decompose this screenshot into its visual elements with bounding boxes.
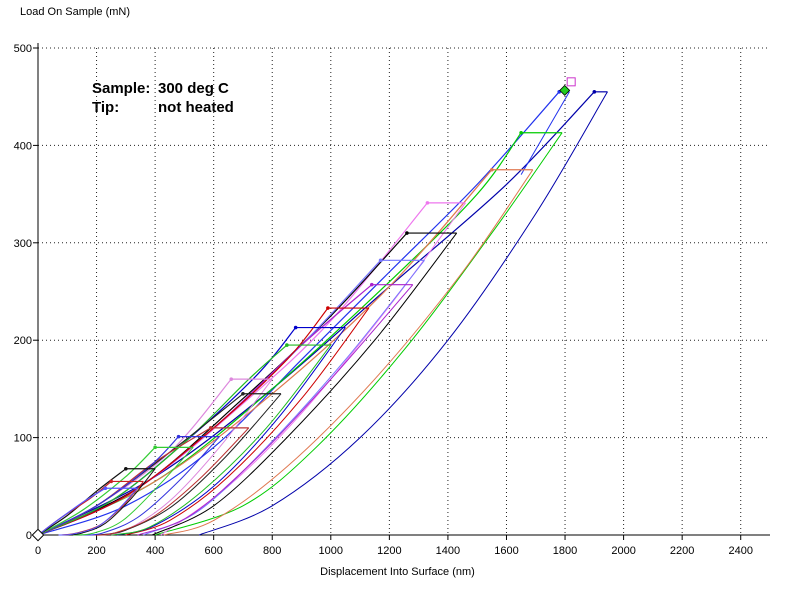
annotation-sample-value: 300 deg C: [158, 80, 229, 97]
series-2: [37, 130, 563, 536]
loading-curve: [37, 169, 493, 536]
x-tick-label: 2000: [611, 545, 635, 557]
unloading-curve: [67, 468, 156, 536]
x-tick-label: 1800: [553, 545, 577, 557]
max-load-point: [229, 377, 234, 381]
unloading-curve: [58, 487, 138, 536]
max-load-point: [592, 90, 597, 94]
x-axis-label: Displacement Into Surface (nm): [320, 566, 475, 578]
unloading-curve: [137, 284, 414, 536]
tick-labels: 0 200 400 600 800 1000 1200 1400 1600 1800 2000 220…: [14, 43, 753, 557]
max-load-point: [103, 486, 108, 491]
series-0: [37, 90, 608, 536]
y-tick-label: 200: [14, 335, 32, 347]
max-load-point: [369, 282, 374, 287]
loading-curve: [37, 132, 522, 536]
unloading-curve: [96, 393, 282, 536]
x-tick-label: 1000: [319, 545, 343, 557]
x-tick-label: 0: [35, 545, 41, 557]
x-tick-label: 200: [87, 545, 105, 557]
max-load-point: [208, 426, 213, 430]
series-5: [37, 231, 458, 536]
x-tick-label: 1400: [436, 545, 460, 557]
max-load-point: [176, 434, 181, 439]
loading-curve: [37, 232, 408, 536]
max-load-point: [285, 343, 289, 347]
loading-curve: [37, 487, 106, 536]
unloading-curve: [163, 169, 534, 536]
max-load-point: [153, 445, 157, 450]
unloading-curve: [99, 378, 273, 536]
origin-marker: [31, 528, 45, 542]
unloading-curve: [143, 259, 425, 536]
y-tick-label: 100: [14, 433, 32, 445]
series-10: [37, 343, 332, 536]
unloading-curve: [111, 344, 332, 536]
unloading-curve: [154, 132, 563, 536]
x-tick-label: 2200: [670, 545, 694, 557]
x-tick-label: 1200: [377, 545, 401, 557]
x-tick-label: 800: [263, 545, 281, 557]
annotation-tip-value: not heated: [158, 99, 234, 116]
loading-curve: [37, 91, 560, 536]
max-load-point: [293, 325, 298, 330]
series-3: [37, 167, 534, 536]
unloading-curve: [81, 436, 220, 536]
loading-curve: [37, 344, 288, 536]
y-tick-label: 300: [14, 238, 32, 250]
curves: [31, 77, 608, 542]
x-tick-label: 1600: [494, 545, 518, 557]
series-18: [37, 486, 138, 536]
unloading-curve: [73, 446, 194, 536]
peak-label-marker: [566, 77, 576, 87]
loading-curve: [37, 259, 382, 536]
axes: [33, 43, 770, 540]
y-tick-label: 500: [14, 43, 32, 55]
max-load-point: [378, 258, 383, 263]
max-load-point: [109, 479, 113, 484]
max-load-point: [405, 231, 409, 235]
series-4: [37, 201, 466, 536]
max-load-point: [490, 167, 494, 172]
loading-curve: [37, 446, 156, 536]
y-tick-label: 0: [26, 530, 32, 542]
x-tick-label: 2400: [728, 545, 752, 557]
x-tick-label: 600: [205, 545, 223, 557]
annotation-tip-key: Tip:: [92, 99, 120, 116]
series-1: [37, 90, 570, 536]
unloading-curve: [151, 232, 458, 536]
max-load-point: [519, 130, 523, 135]
max-load-point: [425, 201, 430, 205]
unloading-curve: [90, 427, 250, 536]
annotation-sample-key: Sample:: [92, 80, 151, 97]
unloading-curve: [125, 307, 370, 536]
loading-curve: [37, 284, 373, 536]
y-tick-label: 400: [14, 140, 32, 152]
loading-curve: [37, 91, 595, 536]
loading-curve: [37, 436, 179, 536]
grid-lines: [38, 47, 770, 535]
unloading-curve: [198, 91, 608, 536]
series-9: [37, 325, 346, 536]
y-axis-label: Load On Sample (mN): [20, 6, 131, 18]
series-15: [37, 445, 194, 536]
x-tick-label: 400: [146, 545, 164, 557]
max-load-point: [241, 391, 245, 396]
peak-marker: [559, 84, 571, 96]
max-load-point: [326, 306, 330, 310]
max-load-point: [124, 466, 128, 471]
